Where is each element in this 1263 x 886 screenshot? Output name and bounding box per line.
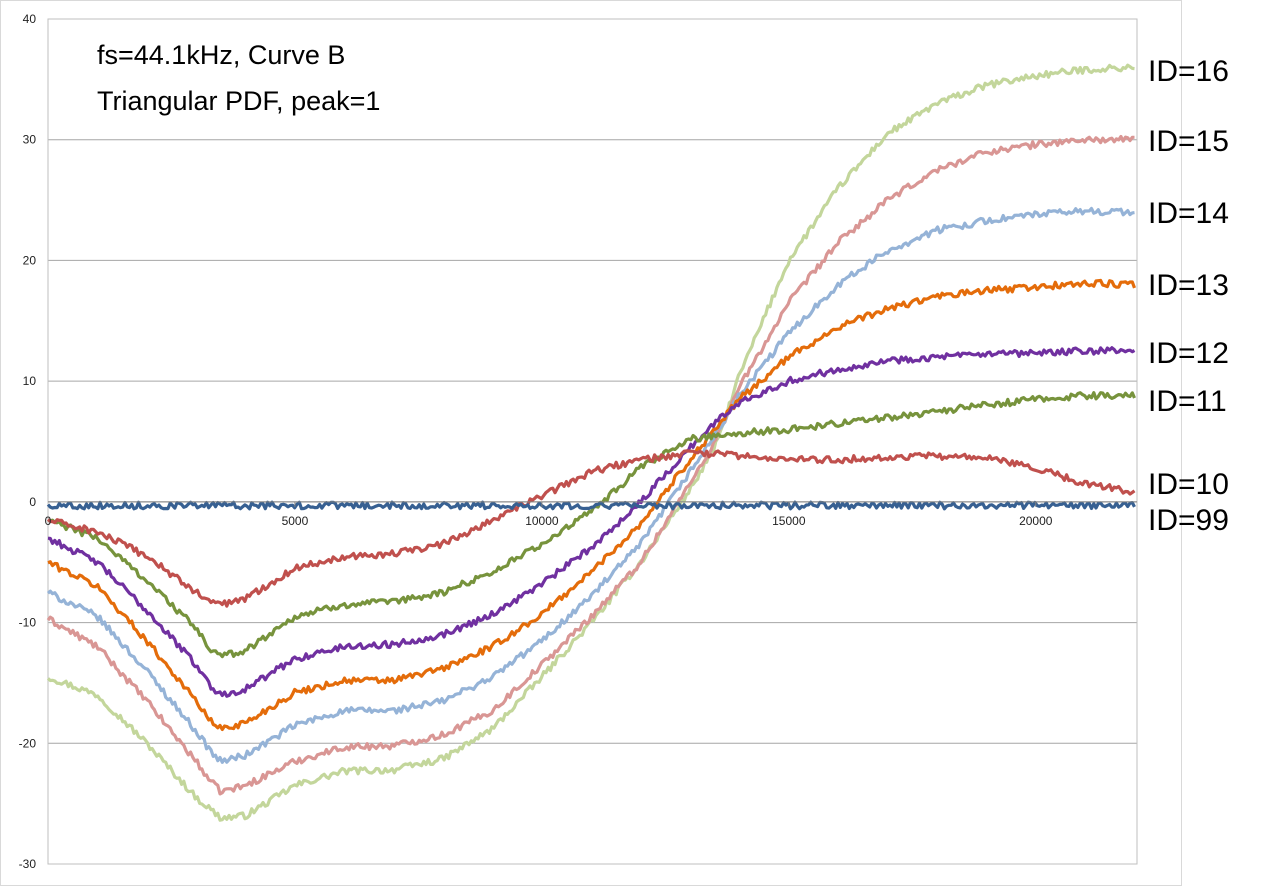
series-line-id-16 <box>46 63 1135 822</box>
x-tick-label: 15000 <box>772 514 806 528</box>
series-label-id-12: ID=12 <box>1148 337 1229 370</box>
y-tick-label: 0 <box>29 495 36 509</box>
series-line-id-11 <box>47 391 1136 659</box>
y-tick-label: -30 <box>19 857 37 871</box>
series-line-id-13 <box>47 278 1136 732</box>
annotation-line-2: Triangular PDF, peak=1 <box>97 86 380 116</box>
series-label-id-99: ID=99 <box>1148 504 1229 537</box>
x-tick-label: 5000 <box>282 514 309 528</box>
x-axis-ticks: 0 5000 10000 15000 20000 <box>45 501 1137 528</box>
series-line-id-15 <box>46 134 1135 796</box>
series-label-id-13: ID=13 <box>1148 269 1229 302</box>
series-label-id-15: ID=15 <box>1148 125 1229 158</box>
y-tick-label: 20 <box>23 253 37 267</box>
x-tick-label: 0 <box>45 514 52 528</box>
plot-frame <box>47 18 1138 865</box>
series-label-id-16: ID=16 <box>1148 55 1229 88</box>
y-tick-label: -10 <box>19 616 37 630</box>
y-axis-ticks: -30 -20 -10 0 10 20 30 40 <box>19 12 37 871</box>
annotation-line-1: fs=44.1kHz, Curve B <box>97 40 345 70</box>
series-line-id-99 <box>46 500 1136 511</box>
y-tick-label: 10 <box>23 374 37 388</box>
x-tick-label: 10000 <box>525 514 559 528</box>
series-line-id-10 <box>46 449 1136 608</box>
series-line-id-14 <box>46 206 1135 764</box>
series-label-id-11: ID=11 <box>1148 385 1227 418</box>
y-tick-label: -20 <box>19 736 37 750</box>
y-tick-label: 30 <box>23 133 37 147</box>
y-tick-label: 40 <box>23 12 37 26</box>
x-tick-label: 20000 <box>1019 514 1053 528</box>
series-lines <box>46 63 1136 822</box>
series-line-id-12 <box>47 346 1136 698</box>
series-label-id-10: ID=10 <box>1148 468 1229 501</box>
series-label-id-14: ID=14 <box>1148 197 1229 230</box>
